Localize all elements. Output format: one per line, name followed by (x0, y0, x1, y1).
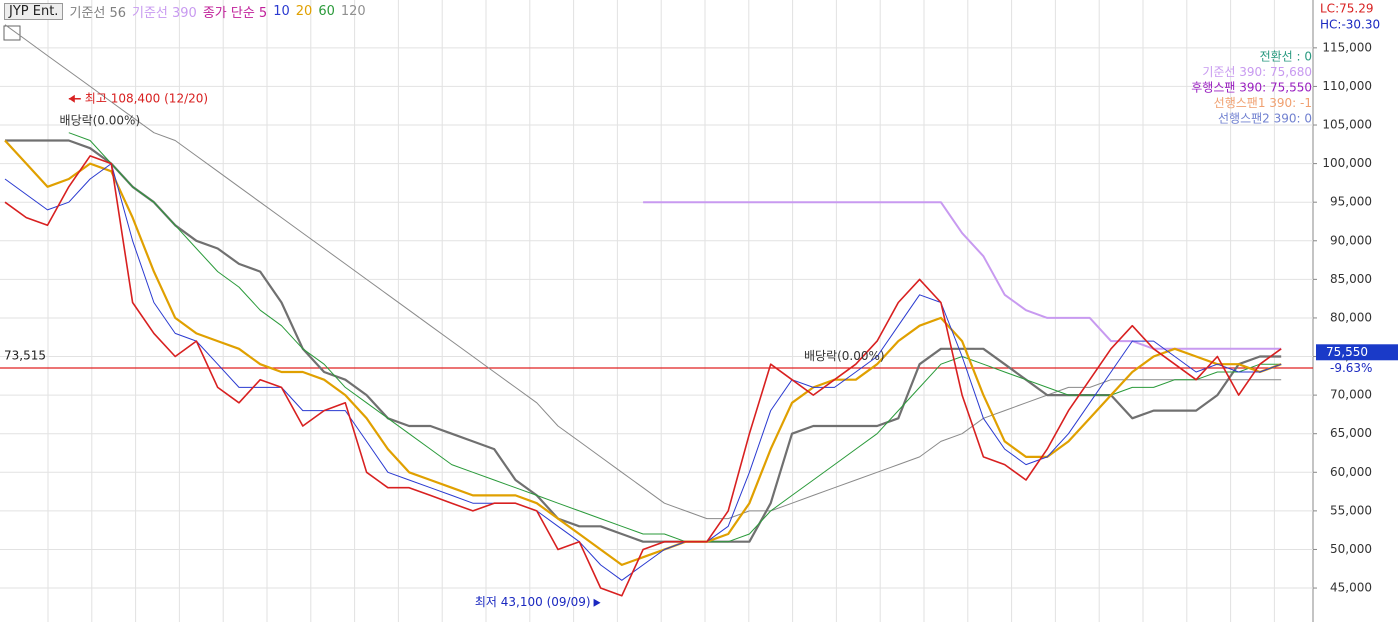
y-tick-label: 65,000 (1330, 426, 1372, 440)
y-tick-label: 80,000 (1330, 310, 1372, 324)
legend-entry[interactable]: 기준선 56 (69, 5, 126, 21)
legend-entry[interactable]: 60 (318, 3, 335, 19)
hc-label: HC:-30.30 (1320, 18, 1380, 32)
y-tick-label: 70,000 (1330, 388, 1372, 402)
ichimoku-label: 전환선 : 0 (1260, 50, 1312, 64)
y-tick-label: 50,000 (1330, 542, 1372, 556)
low-label: 최저 43,100 (09/09) (475, 595, 591, 609)
y-tick-label: 110,000 (1322, 79, 1372, 93)
last-price-box (1316, 344, 1398, 361)
header: JYP Ent. 기준선 56 기준선 390 종가 단순 5 10 20 60 120 (4, 0, 366, 22)
change-label: -9.63% (1330, 361, 1372, 375)
legend-entry[interactable]: 120 (340, 3, 366, 19)
legend-entry[interactable]: 종가 단순 5 (202, 5, 268, 21)
legend-entry[interactable]: 기준선 390 (132, 5, 197, 21)
y-tick-label: 55,000 (1330, 503, 1372, 517)
grid-icon[interactable] (3, 25, 21, 41)
menu-box[interactable]: JYP Ent. (4, 2, 64, 20)
series-line (4, 139, 1282, 566)
y-tick-label: 60,000 (1330, 465, 1372, 479)
last-price-label: 75,550 (1326, 345, 1368, 359)
legend-entry[interactable]: 20 (295, 3, 313, 19)
series-line (4, 24, 1282, 520)
series-line (4, 155, 1282, 597)
lc-label: LC:75.29 (1320, 2, 1373, 16)
dividend-label: 배당락(0.00%) (60, 114, 141, 128)
vertical-grid (47, 0, 1275, 622)
series-line (4, 163, 1282, 581)
ichimoku-label: 선행스팬2 390: 0 (1218, 111, 1312, 126)
y-tick-label: 45,000 (1330, 581, 1372, 595)
y-tick-label: 85,000 (1330, 272, 1372, 286)
high-arrow (68, 94, 75, 103)
legend-entry[interactable]: 10 (273, 3, 290, 19)
dividend-label: 배당락(0.00%) (804, 349, 885, 363)
y-tick-label: 105,000 (1322, 118, 1372, 132)
ichimoku-label: 후행스팬 390: 75,550 (1191, 80, 1312, 95)
ichimoku-label: 선행스팬1 390: -1 (1214, 95, 1312, 110)
y-tick-label: 95,000 (1330, 195, 1372, 209)
y-tick-label: 100,000 (1322, 156, 1372, 170)
reference-label: 73,515 (4, 348, 46, 362)
low-arrow (593, 598, 601, 607)
high-label: 최고 108,400 (12/20) (85, 91, 208, 105)
ichimoku-label: 기준선 390: 75,680 (1202, 65, 1312, 79)
y-tick-label: 115,000 (1322, 40, 1372, 54)
y-tick-label: 90,000 (1330, 233, 1372, 247)
